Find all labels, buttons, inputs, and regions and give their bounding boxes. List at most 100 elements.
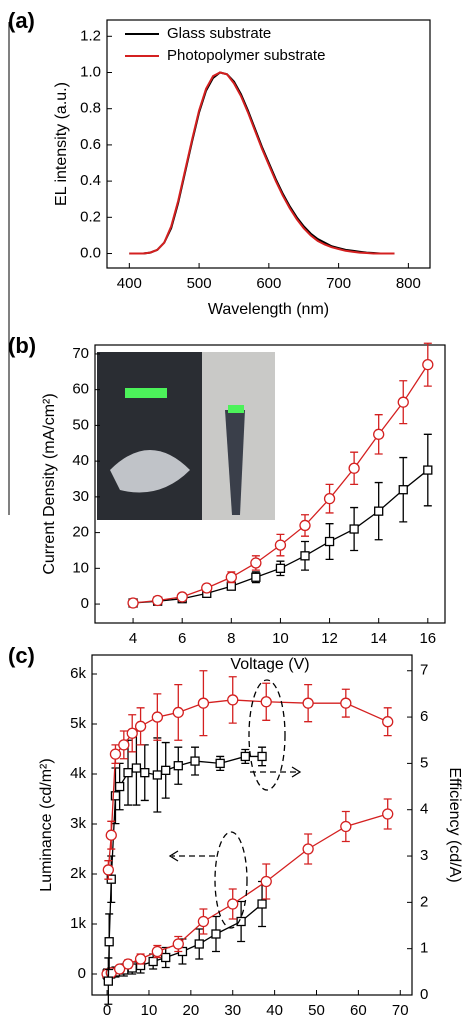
marker: [151, 594, 164, 607]
marker: [274, 539, 287, 551]
x-tick-label: 60: [350, 1002, 367, 1019]
marker: [240, 751, 250, 762]
marker: [134, 953, 147, 965]
annotation-arrow: [168, 850, 179, 862]
marker: [104, 937, 114, 947]
y-tick-label: 20: [72, 524, 89, 541]
x-axis-label: Voltage (V): [230, 656, 309, 673]
x-tick-label: 30: [224, 1002, 241, 1019]
marker: [176, 591, 188, 603]
x-tick-label: 6: [178, 630, 186, 647]
marker: [148, 956, 158, 967]
marker: [126, 727, 138, 739]
marker: [109, 748, 122, 760]
y-tick-label: 0.8: [80, 100, 101, 117]
marker: [103, 976, 113, 986]
x-tick-label: 14: [370, 630, 387, 647]
marker: [211, 929, 221, 939]
panel-label: (b): [8, 333, 36, 358]
x-tick-label: 40: [266, 1002, 283, 1019]
marker: [340, 820, 352, 833]
y-tick-label: 50: [72, 416, 89, 433]
legend-label: Photopolymer substrate: [167, 47, 325, 64]
x-tick-label: 20: [183, 1002, 200, 1019]
marker: [227, 694, 239, 706]
legend-label: Glass substrate: [167, 25, 271, 42]
y-tick-label: 2k: [70, 865, 86, 882]
y-tick-label: 5k: [70, 715, 86, 732]
y2-tick-label: 3: [420, 847, 428, 864]
annotation-ellipse: [214, 831, 248, 929]
x-tick-label: 10: [141, 1002, 158, 1019]
marker: [251, 572, 261, 582]
marker: [140, 768, 150, 778]
marker: [323, 493, 336, 505]
x-tick-label: 0: [103, 1002, 111, 1019]
marker: [299, 519, 311, 532]
marker: [382, 808, 394, 820]
x-tick-label: 70: [392, 1002, 409, 1019]
y-tick-label: 4k: [70, 765, 86, 782]
marker: [102, 864, 114, 876]
marker: [152, 770, 162, 780]
y-tick-label: 70: [72, 345, 89, 362]
annotation-arrow: [291, 766, 302, 778]
y-axis-label: EL intensity (a.u.): [53, 82, 70, 206]
marker: [302, 843, 314, 855]
marker: [398, 485, 408, 495]
y-tick-label: 0.6: [80, 136, 101, 153]
marker: [190, 756, 200, 766]
x-tick-label: 700: [326, 275, 351, 292]
y2-tick-label: 7: [420, 662, 428, 679]
marker: [172, 938, 184, 950]
marker: [215, 758, 225, 769]
marker: [113, 963, 126, 975]
marker: [105, 829, 117, 841]
marker: [151, 711, 163, 723]
marker: [114, 781, 125, 792]
marker: [123, 768, 133, 778]
marker: [374, 506, 384, 516]
y2-tick-label: 5: [420, 754, 428, 771]
plot-frame: [91, 654, 413, 996]
y-axis-label: Luminance (cd/m²): [38, 758, 55, 891]
y-tick-label: 0.4: [80, 172, 101, 189]
marker: [227, 898, 239, 910]
y2-tick-label: 1: [420, 940, 428, 957]
marker: [260, 875, 272, 888]
marker: [173, 761, 183, 771]
marker: [197, 915, 210, 928]
series-line: [107, 699, 388, 870]
y-tick-label: 0: [81, 595, 89, 612]
y-tick-label: 0: [78, 965, 86, 982]
x-axis-label: Wavelength (nm): [208, 301, 329, 318]
y-tick-label: 6k: [70, 665, 86, 682]
marker: [131, 763, 142, 773]
panel-label: (a): [8, 8, 35, 33]
series-line: [129, 71, 395, 255]
marker: [257, 899, 267, 909]
x-tick-label: 800: [396, 275, 421, 292]
plot-frame: [94, 344, 446, 624]
marker: [194, 939, 204, 949]
x-tick-label: 4: [129, 630, 137, 647]
y2-tick-label: 2: [420, 893, 428, 910]
y-tick-label: 1.2: [80, 27, 101, 44]
y-tick-label: 3k: [70, 815, 86, 832]
y-tick-label: 0.0: [80, 244, 101, 261]
marker: [134, 720, 147, 732]
y-tick-label: 30: [72, 488, 89, 505]
y2-axis-label: Efficiency (cd/A): [446, 767, 463, 882]
marker: [161, 765, 171, 775]
marker: [201, 582, 213, 594]
y-tick-label: 0.2: [80, 208, 101, 225]
marker: [340, 697, 352, 709]
annotation-ellipse: [248, 679, 286, 791]
marker: [257, 751, 267, 762]
marker: [422, 359, 434, 371]
marker: [118, 739, 130, 751]
marker: [127, 597, 139, 609]
x-tick-label: 16: [419, 630, 436, 647]
marker: [397, 396, 409, 408]
